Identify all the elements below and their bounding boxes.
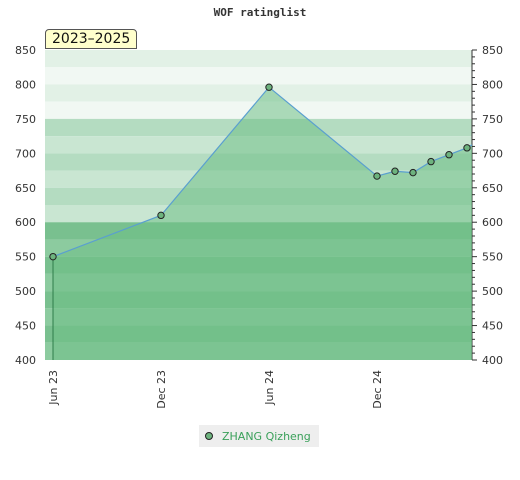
period-badge: 2023–2025	[45, 29, 138, 49]
y-tick-label-right: 450	[482, 320, 503, 333]
y-tick-label-left: 500	[15, 285, 36, 298]
y-tick-label-left: 400	[15, 354, 36, 367]
data-point	[157, 211, 165, 220]
data-point	[373, 172, 381, 180]
y-tick-label-right: 400	[482, 354, 503, 367]
x-tick-label: Dec 24	[371, 370, 384, 409]
legend[interactable]: ZHANG Qizheng	[199, 425, 319, 447]
y-tick-label-left: 700	[15, 147, 36, 160]
chart-title: WOF ratinglist	[213, 6, 307, 19]
data-point	[391, 167, 399, 175]
grid-band	[45, 67, 472, 85]
x-tick-label: Dec 23	[155, 370, 168, 409]
data-point	[427, 157, 435, 166]
data-point	[49, 252, 57, 261]
y-tick-label-left: 450	[15, 320, 36, 333]
legend-label: ZHANG Qizheng	[222, 429, 311, 443]
x-tick-label: Jun 23	[47, 370, 60, 406]
data-point	[409, 168, 417, 177]
y-tick-label-right: 750	[482, 113, 503, 126]
y-tick-label-left: 850	[15, 44, 36, 57]
legend-marker	[205, 432, 213, 440]
y-tick-label-right: 650	[482, 182, 503, 195]
y-axis-left: 850 800 750 700 650 600 550 500 450 400	[15, 44, 36, 367]
plot-area	[49, 83, 473, 360]
x-axis: Jun 23 Dec 23 Jun 24 Dec 24	[47, 370, 384, 409]
y-tick-label-left: 750	[15, 113, 36, 126]
data-point	[463, 144, 471, 152]
data-point	[265, 83, 273, 91]
y-axis-right: 850 800 750 700 650 600 550 500 450 400	[471, 44, 503, 367]
series-area	[53, 87, 472, 360]
y-tick-label-left: 800	[15, 78, 36, 91]
grid-band	[45, 50, 472, 68]
y-tick-label-right: 550	[482, 251, 503, 264]
y-tick-label-left: 650	[15, 182, 36, 195]
y-tick-label-right: 850	[482, 44, 503, 57]
data-point	[445, 151, 453, 159]
y-tick-label-right: 500	[482, 285, 503, 298]
y-tick-label-right: 800	[482, 78, 503, 91]
y-tick-label-right: 700	[482, 147, 503, 160]
grid-band	[45, 84, 472, 102]
y-tick-label-left: 550	[15, 251, 36, 264]
y-tick-label-left: 600	[15, 216, 36, 229]
y-tick-label-right: 600	[482, 216, 503, 229]
x-tick-label: Jun 24	[263, 370, 276, 406]
series-line	[52, 86, 473, 258]
